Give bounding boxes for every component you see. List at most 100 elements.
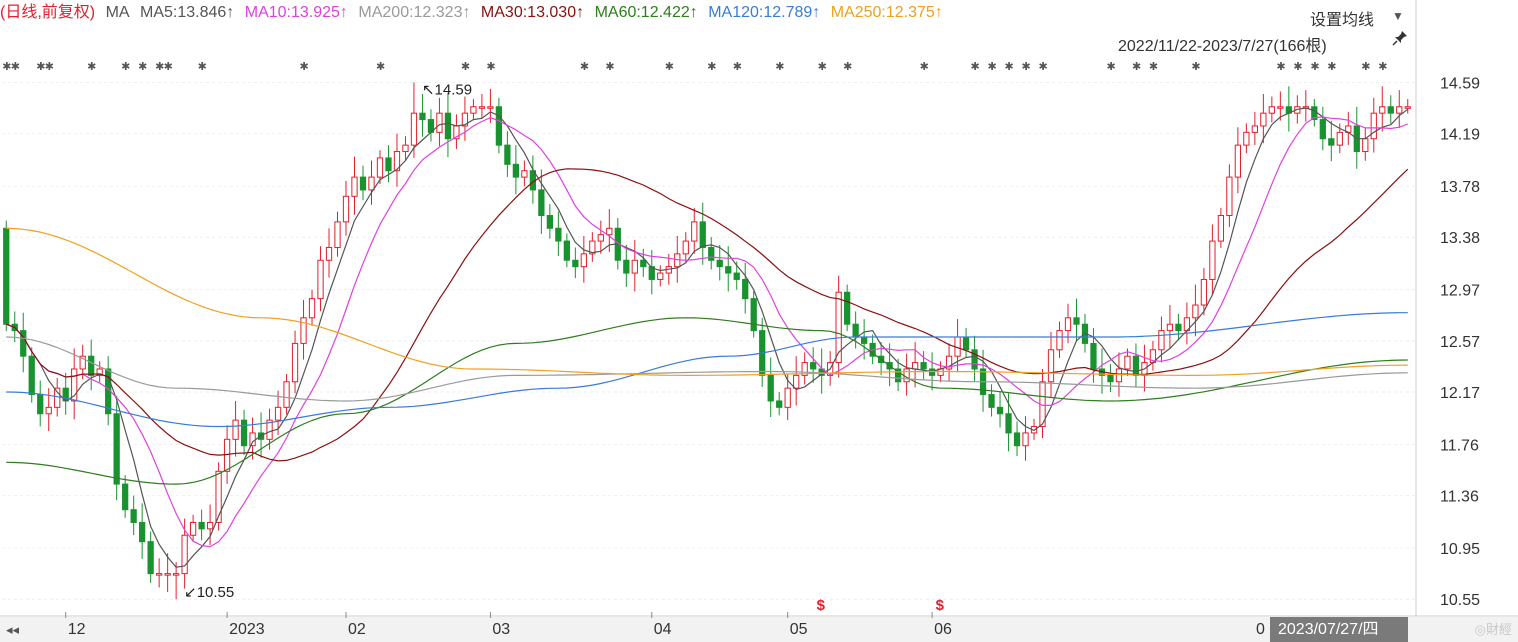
candle-body (37, 394, 44, 415)
candle-body (1005, 413, 1012, 434)
x-tick-label: 02 (348, 621, 366, 638)
candle-body (96, 368, 103, 376)
period-label[interactable]: (日线,前复权) (0, 4, 96, 21)
candle-body (835, 291, 842, 364)
candle-body (368, 176, 375, 191)
candle-body (189, 521, 197, 536)
event-star-icon: ✱ (580, 61, 589, 73)
candle-body (640, 259, 647, 268)
candle-body (402, 144, 409, 153)
candle-body (750, 298, 757, 332)
candle-body (478, 106, 486, 109)
candle-body (1404, 106, 1411, 109)
x-tick-label: 12 (68, 621, 86, 638)
event-star-icon: ✱ (1106, 61, 1115, 73)
dividend-marker-icon: $ (936, 597, 945, 614)
candle-body (657, 272, 664, 280)
nav-left-icon[interactable]: ◂◂ (6, 622, 20, 637)
candle-body (1013, 432, 1021, 447)
event-star-icon: ✱ (486, 61, 495, 73)
candle-body (512, 163, 520, 178)
ma-line-ma120 (6, 312, 1408, 428)
candle-body (1047, 349, 1055, 383)
candle-body (784, 387, 791, 408)
candle-body (563, 240, 570, 261)
event-star-icon: ✱ (1276, 61, 1285, 73)
ma-line-ma10 (5, 116, 1409, 548)
candle-body (164, 573, 171, 576)
candle-body (291, 342, 299, 383)
x-tick-label: 03 (492, 621, 510, 638)
candle-body (79, 355, 86, 370)
candle-body (1336, 131, 1343, 146)
candle-body (444, 112, 452, 140)
dividend-marker-icon: $ (817, 597, 826, 614)
y-tick-label: 10.55 (1440, 592, 1480, 609)
ma-line-ma60 (6, 317, 1408, 485)
event-star-icon: ✱ (376, 61, 385, 73)
candle-body (461, 112, 469, 127)
candle-body (198, 521, 205, 530)
candle-body (300, 317, 307, 344)
candle-body (852, 323, 859, 338)
candle-body (691, 221, 698, 242)
candle-body (623, 259, 630, 274)
candle-body (1175, 323, 1182, 332)
candle-body (1387, 106, 1394, 114)
event-star-icon: ✱ (11, 61, 20, 73)
candle-body (1251, 125, 1258, 133)
candle-body (113, 413, 120, 485)
chevron-down-icon[interactable]: ▼ (1392, 9, 1404, 23)
candle-body (1158, 330, 1165, 351)
candle-body (606, 227, 613, 236)
ma-line-ma5 (5, 107, 1409, 568)
event-star-icon: ✱ (1132, 61, 1141, 73)
candle-body (139, 521, 146, 543)
candle-body (470, 106, 477, 114)
candle-body (376, 157, 384, 178)
ma-legend: (日线,前复权) MA MA5:13.846↑ MA10:13.925↑ MA2… (0, 0, 949, 26)
candle-body (589, 240, 596, 255)
event-star-icon: ✱ (1378, 61, 1387, 73)
cursor-date-label: 2023/07/27/四 (1278, 621, 1379, 638)
time-axis-bar (0, 617, 1518, 642)
candle-body (725, 266, 732, 274)
legend-ma60: MA60:12.422↑ (594, 4, 698, 21)
candle-body (181, 534, 188, 575)
event-star-icon: ✱ (1022, 61, 1031, 73)
candle-body (716, 259, 723, 268)
event-star-icon: ✱ (1191, 61, 1200, 73)
candle-body (1090, 342, 1097, 370)
candle-body (631, 259, 638, 274)
y-tick-label: 14.19 (1440, 127, 1480, 144)
extreme-annotation: ↖14.59 (422, 81, 472, 98)
candle-body (71, 368, 78, 402)
settings-ma-button[interactable]: 设置均线 (1310, 12, 1375, 29)
event-star-icon: ✱ (300, 61, 309, 73)
candle-body (861, 336, 868, 344)
candle-body (1124, 355, 1131, 370)
pin-icon[interactable] (1392, 30, 1408, 46)
event-star-icon: ✱ (198, 61, 207, 73)
candle-body (232, 419, 239, 440)
candle-body (1217, 214, 1225, 242)
candle-body (308, 298, 316, 319)
event-star-icon: ✱ (155, 61, 164, 73)
candle-body (334, 221, 341, 248)
candle-body (1319, 119, 1326, 140)
event-star-icon: ✱ (1005, 61, 1014, 73)
candles (3, 82, 1411, 600)
event-star-icon: ✱ (36, 61, 45, 73)
event-star-icon: ✱ (2, 61, 11, 73)
event-star-icon: ✱ (971, 61, 980, 73)
ma-label[interactable]: MA (105, 4, 130, 21)
candle-body (410, 112, 418, 146)
candle-body (28, 355, 35, 396)
event-star-icon: ✱ (87, 61, 96, 73)
candle-body (699, 221, 706, 248)
candle-body (1166, 323, 1174, 332)
candle-body (1192, 304, 1199, 319)
y-tick-label: 13.38 (1440, 230, 1480, 247)
candle-body (928, 368, 936, 376)
